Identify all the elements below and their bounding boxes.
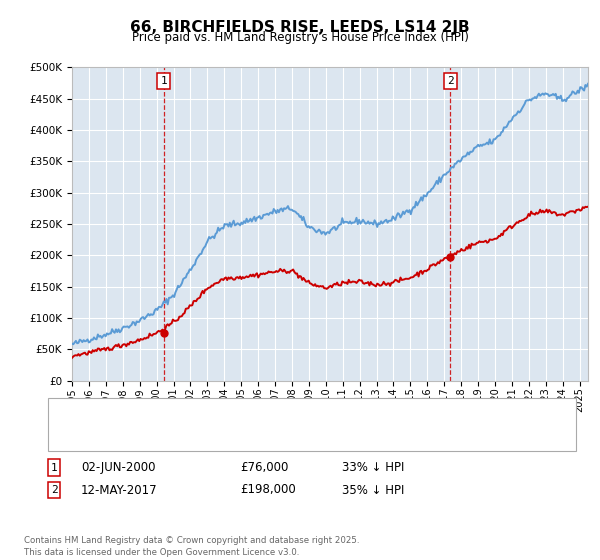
Text: 2: 2 (50, 485, 58, 495)
Text: Price paid vs. HM Land Registry's House Price Index (HPI): Price paid vs. HM Land Registry's House … (131, 31, 469, 44)
Text: ────: ──── (63, 408, 90, 418)
Text: HPI: Average price, detached house, Leeds: HPI: Average price, detached house, Leed… (102, 434, 337, 444)
Text: 2: 2 (447, 76, 454, 86)
Text: 1: 1 (160, 76, 167, 86)
Text: 1: 1 (50, 463, 58, 473)
Text: 66, BIRCHFIELDS RISE, LEEDS, LS14 2JB: 66, BIRCHFIELDS RISE, LEEDS, LS14 2JB (130, 20, 470, 35)
Text: £76,000: £76,000 (240, 461, 289, 474)
Text: ────: ──── (63, 434, 90, 444)
Text: Contains HM Land Registry data © Crown copyright and database right 2025.
This d: Contains HM Land Registry data © Crown c… (24, 536, 359, 557)
Text: 33% ↓ HPI: 33% ↓ HPI (342, 461, 404, 474)
Text: 12-MAY-2017: 12-MAY-2017 (81, 483, 158, 497)
Text: 35% ↓ HPI: 35% ↓ HPI (342, 483, 404, 497)
Text: 66, BIRCHFIELDS RISE, LEEDS, LS14 2JB (detached house): 66, BIRCHFIELDS RISE, LEEDS, LS14 2JB (d… (102, 408, 419, 418)
Text: 02-JUN-2000: 02-JUN-2000 (81, 461, 155, 474)
Text: £198,000: £198,000 (240, 483, 296, 497)
